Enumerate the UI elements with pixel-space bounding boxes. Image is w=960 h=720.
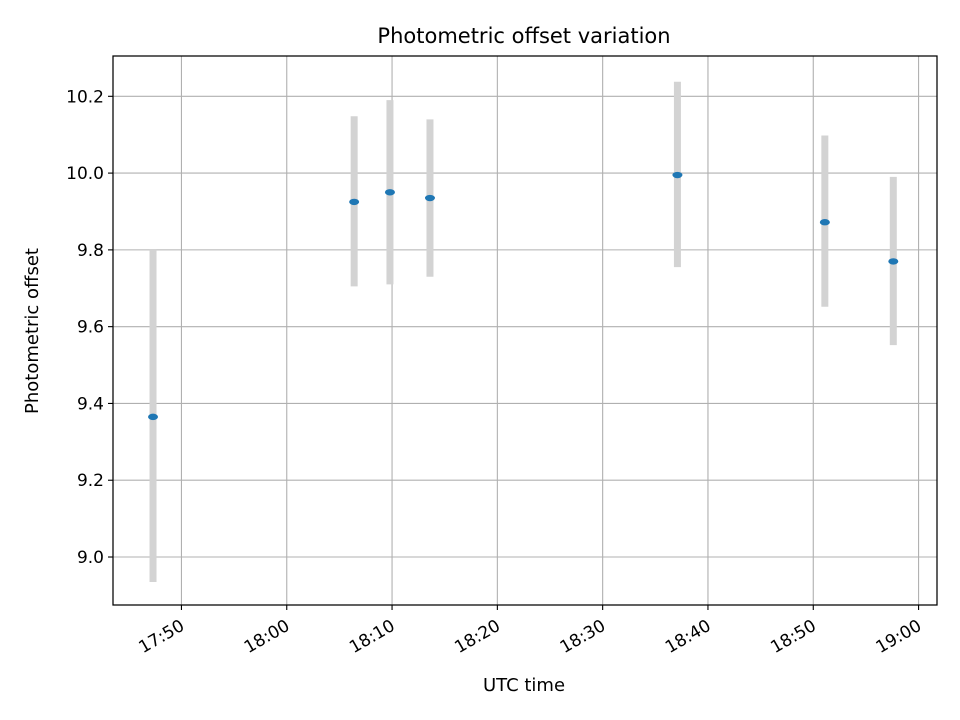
- data-point: [384, 189, 395, 196]
- y-tick-label: 9.0: [77, 548, 104, 568]
- axes-frame: [112, 55, 938, 606]
- data-points: [148, 171, 899, 421]
- y-axis-ticks: 9.0 9.2 9.4 9.6 9.8 10.0 10.2: [66, 87, 113, 568]
- grid: [113, 56, 937, 605]
- y-tick-label: 10.2: [66, 87, 104, 107]
- x-axis-label: UTC time: [483, 675, 565, 696]
- chart-title: Photometric offset variation: [377, 24, 670, 48]
- data-point: [148, 413, 159, 421]
- data-point: [819, 219, 830, 226]
- y-tick-label: 9.2: [77, 471, 104, 491]
- y-axis-label: Photometric offset: [22, 248, 43, 414]
- data-point: [888, 258, 899, 265]
- data-point: [349, 198, 360, 206]
- data-point: [672, 171, 683, 179]
- y-tick-label: 9.4: [77, 394, 104, 414]
- y-tick-label: 9.8: [77, 241, 104, 261]
- y-tick-label: 10.0: [66, 164, 104, 184]
- data-point: [424, 194, 435, 202]
- y-tick-label: 9.6: [77, 318, 104, 338]
